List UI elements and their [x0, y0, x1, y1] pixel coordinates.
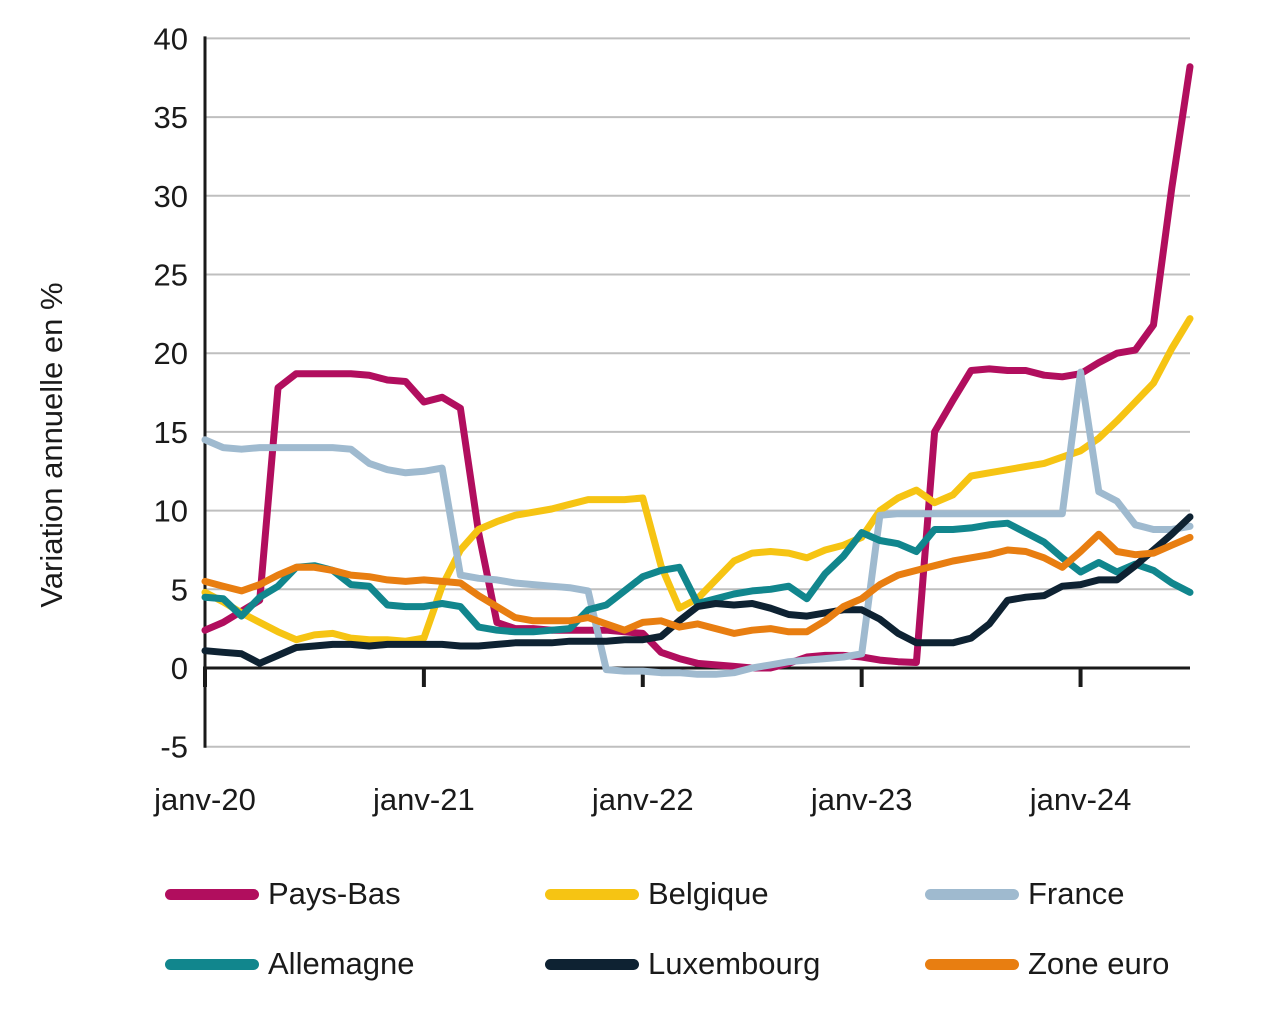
y-tick-label-10: 10: [154, 494, 188, 529]
x-tick-label-janv-23: janv-23: [810, 782, 913, 817]
legend-swatch-belgique: [545, 888, 639, 900]
y-tick-label-0: 0: [171, 651, 188, 686]
legend-swatch-pays-bas: [165, 888, 259, 900]
legend-label: Zone euro: [1028, 946, 1170, 981]
y-tick-label-25: 25: [154, 258, 188, 293]
y-tick-label-35: 35: [154, 100, 188, 135]
legend-swatch-zone-euro: [925, 958, 1019, 970]
legend-swatch-allemagne: [165, 958, 259, 970]
legend-item-luxembourg: Luxembourg: [545, 944, 820, 984]
legend-item-france: France: [925, 874, 1124, 914]
legend-swatch-france: [925, 888, 1019, 900]
chart-plot-area: 40 35 30 25 20 15 10 5 0 -5 janv-20 janv-21 janv-22 j…: [153, 21, 1194, 817]
x-tick-label-janv-24: janv-24: [1029, 782, 1132, 817]
legend-label: Allemagne: [268, 946, 415, 981]
y-tick-label-15: 15: [154, 415, 188, 450]
y-tick-label-40: 40: [154, 21, 188, 56]
series-line-pays-bas: [201, 63, 1194, 672]
y-tick-label-30: 30: [154, 179, 188, 214]
legend-label: Pays-Bas: [268, 876, 401, 911]
legend-label: Belgique: [648, 876, 769, 911]
x-tick-label-janv-20: janv-20: [153, 782, 256, 817]
series-line-zone-euro: [201, 530, 1194, 637]
y-tick-label-5: 5: [171, 572, 188, 607]
series-line-luxembourg: [201, 513, 1194, 667]
legend-item-pays-bas: Pays-Bas: [165, 874, 401, 914]
x-tick-label-janv-21: janv-21: [372, 782, 475, 817]
legend-item-belgique: Belgique: [545, 874, 769, 914]
y-axis-title: Variation annuelle en %: [34, 282, 69, 608]
legend-item-zone-euro: Zone euro: [925, 944, 1169, 984]
x-tick-label-janv-22: janv-22: [591, 782, 694, 817]
legend-label: France: [1028, 876, 1125, 911]
legend-item-allemagne: Allemagne: [165, 944, 414, 984]
legend-label: Luxembourg: [648, 946, 821, 981]
series-line-france: [201, 368, 1194, 678]
y-tick-label-20: 20: [154, 336, 188, 371]
y-tick-label--5: -5: [160, 730, 188, 765]
legend-swatch-luxembourg: [545, 958, 639, 970]
